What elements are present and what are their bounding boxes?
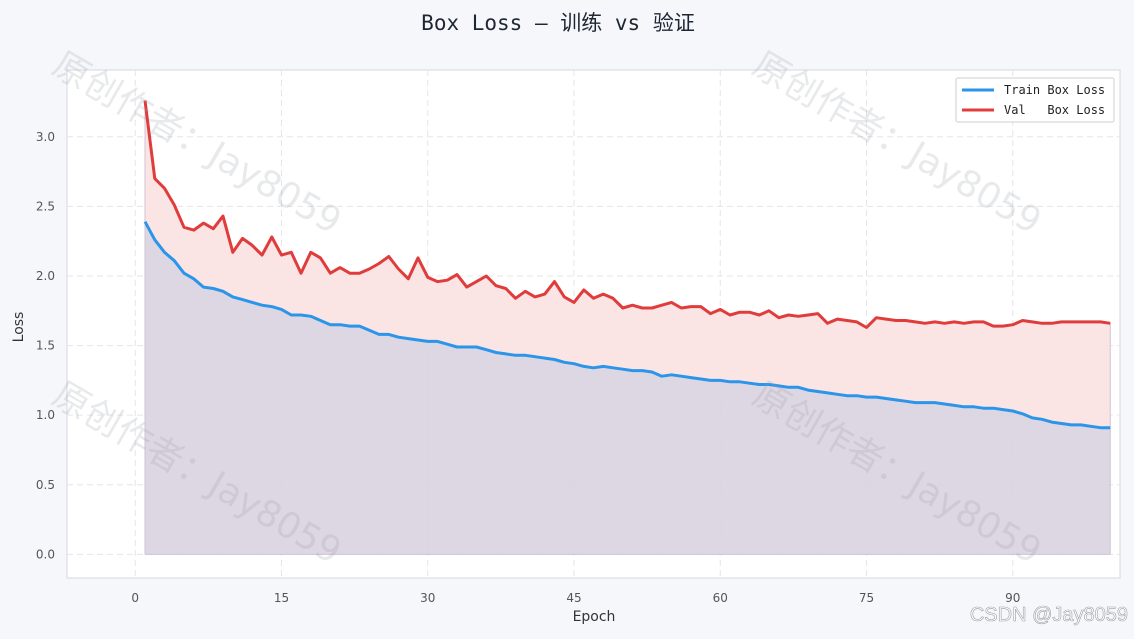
x-tick-label: 60 xyxy=(713,591,728,605)
x-tick-label: 15 xyxy=(274,591,289,605)
val-gap-area xyxy=(145,100,1111,428)
chart-title: Box Loss — 训练 vs 验证 xyxy=(421,11,695,35)
y-tick-label: 2.5 xyxy=(36,199,55,213)
x-ticks: 0 15 30 45 60 75 90 xyxy=(131,591,1020,605)
train-area xyxy=(145,221,1111,555)
y-tick-label: 1.5 xyxy=(36,339,55,353)
y-tick-label: 3.0 xyxy=(36,130,55,144)
y-tick-label: 0.0 xyxy=(36,547,55,561)
train-box-loss-line xyxy=(143,220,1111,430)
y-tick-label: 2.0 xyxy=(36,269,55,283)
legend: Train Box Loss Val Box Loss xyxy=(955,77,1115,123)
x-tick-label: 30 xyxy=(420,591,435,605)
y-ticks: 0.0 0.5 1.0 1.5 2.0 2.5 3.0 xyxy=(36,130,55,562)
x-tick-label: 45 xyxy=(566,591,581,605)
legend-label-val: Val Box Loss xyxy=(1004,103,1105,117)
y-tick-label: 0.5 xyxy=(36,478,55,492)
area-fills xyxy=(144,100,1111,555)
x-tick-label: 0 xyxy=(131,591,139,605)
y-tick-label: 1.0 xyxy=(36,408,55,422)
legend-box xyxy=(955,77,1115,123)
x-tick-label: 90 xyxy=(1005,591,1020,605)
series-lines xyxy=(143,100,1111,430)
credit-text: CSDN @Jay8059 xyxy=(970,604,1128,626)
x-axis-label: Epoch xyxy=(573,609,616,625)
legend-label-train: Train Box Loss xyxy=(1004,83,1105,97)
y-axis-label: Loss xyxy=(11,312,27,343)
val-box-loss-line xyxy=(143,100,1111,329)
x-tick-label: 75 xyxy=(859,591,874,605)
